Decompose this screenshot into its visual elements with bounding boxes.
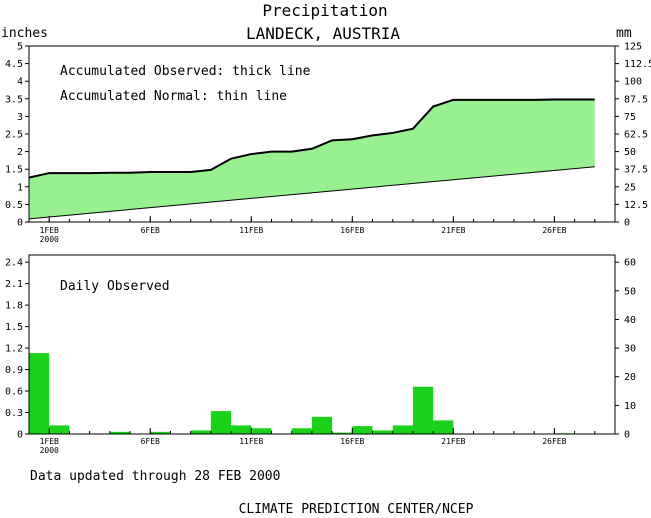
right-y-tick-label: 30 [624, 344, 636, 355]
right-y-tick-label: 125 [624, 42, 642, 53]
accumulated-axis-ticks: 00.511.522.533.544.55012.52537.55062.575… [5, 42, 651, 245]
x-year-label: 2000 [40, 235, 59, 244]
chart-title: Precipitation [262, 1, 387, 20]
daily-bar [372, 430, 393, 434]
left-y-tick-label: 0.6 [5, 387, 23, 398]
daily-bar [150, 431, 171, 434]
x-tick-label: 21FEB [441, 226, 465, 235]
left-y-tick-label: 1.5 [5, 322, 23, 333]
left-y-tick-label: 2.1 [5, 279, 23, 290]
daily-axis-ticks: 0 0.3 0.6 0.9 1.2 1.5 1.8 2.1 2.4 0 10 20 30 40 50 60 1F… [5, 258, 636, 455]
daily-observed-note: Daily Observed [60, 279, 170, 294]
x-tick-label: 26FEB [542, 226, 566, 235]
right-y-tick-label: 75 [624, 112, 636, 123]
left-y-tick-label: 4 [17, 77, 23, 88]
daily-panel: 0 0.3 0.6 0.9 1.2 1.5 1.8 2.1 2.4 0 10 20 30 40 50 60 1F… [5, 254, 636, 455]
left-y-tick-label: 0.5 [5, 200, 23, 211]
x-tick-label: 1FEB [40, 226, 59, 235]
x-tick-label: 26FEB [542, 437, 566, 446]
daily-bar [433, 420, 454, 434]
daily-bar [190, 430, 211, 434]
right-y-tick-label: 100 [624, 77, 642, 88]
observed-excess-area [29, 99, 595, 219]
observed-line-note: Accumulated Observed: thick line [60, 64, 311, 79]
x-tick-label: 6FEB [141, 437, 160, 446]
left-y-tick-label: 0 [17, 218, 23, 229]
daily-bar [109, 431, 131, 434]
right-y-tick-label: 20 [624, 372, 636, 383]
accumulated-panel: 00.511.522.533.544.55012.52537.55062.575… [5, 42, 651, 245]
right-y-tick-label: 10 [624, 401, 636, 412]
credit-text: CLIMATE PREDICTION CENTER/NCEP [239, 502, 474, 517]
right-y-tick-label: 50 [624, 286, 636, 297]
left-y-tick-label: 0 [17, 430, 23, 441]
normal-line-note: Accumulated Normal: thin line [60, 89, 287, 104]
left-y-tick-label: 1.5 [5, 165, 23, 176]
right-y-tick-label: 25 [624, 182, 636, 193]
x-tick-label: 16FEB [340, 437, 364, 446]
left-y-tick-label: 2.4 [5, 258, 23, 269]
left-y-tick-label: 2 [17, 147, 23, 158]
daily-bar [392, 425, 413, 434]
daily-bar [352, 426, 373, 434]
left-y-tick-label: 3 [17, 112, 23, 123]
right-y-tick-label: 0 [624, 218, 630, 229]
observed-accumulated-line [28, 98, 595, 179]
daily-plot-frame [28, 254, 616, 435]
right-y-tick-label: 50 [624, 147, 636, 158]
normal-accumulated-line [28, 166, 595, 220]
daily-bars [29, 353, 575, 434]
left-y-tick-label: 3.5 [5, 94, 23, 105]
left-y-tick-label: 2.5 [5, 130, 23, 141]
right-unit-label: mm [616, 26, 632, 41]
x-tick-label: 11FEB [239, 226, 263, 235]
left-y-tick-label: 1.2 [5, 344, 23, 355]
daily-bar [332, 432, 353, 434]
x-tick-label: 16FEB [340, 226, 364, 235]
daily-bar [231, 425, 252, 434]
left-y-tick-label: 5 [17, 42, 23, 53]
daily-bar [412, 386, 434, 434]
x-tick-label: 21FEB [441, 437, 465, 446]
x-tick-label: 11FEB [239, 437, 263, 446]
right-y-tick-label: 112.5 [624, 59, 651, 70]
daily-bar [251, 428, 272, 434]
daily-bar [311, 416, 333, 434]
right-y-tick-label: 0 [624, 430, 630, 441]
daily-bar [291, 428, 312, 434]
station-subtitle: LANDECK, AUSTRIA [246, 24, 400, 43]
daily-bar [210, 411, 232, 434]
right-y-tick-label: 62.5 [624, 130, 648, 141]
x-tick-label: 1FEB [40, 437, 59, 446]
right-y-tick-label: 60 [624, 258, 636, 269]
right-y-tick-label: 40 [624, 315, 636, 326]
left-y-tick-label: 1.8 [5, 301, 23, 312]
left-y-tick-label: 4.5 [5, 59, 23, 70]
left-y-tick-label: 1 [17, 182, 23, 193]
x-year-label: 2000 [40, 446, 59, 455]
daily-bar [29, 353, 50, 434]
left-y-tick-label: 0.9 [5, 365, 23, 376]
right-y-tick-label: 12.5 [624, 200, 648, 211]
left-unit-label: inches [1, 26, 48, 41]
x-tick-label: 6FEB [141, 226, 160, 235]
right-y-tick-label: 37.5 [624, 165, 648, 176]
right-y-tick-label: 87.5 [624, 94, 648, 105]
daily-bar [49, 425, 70, 434]
left-y-tick-label: 0.3 [5, 408, 23, 419]
data-updated-text: Data updated through 28 FEB 2000 [30, 469, 280, 484]
